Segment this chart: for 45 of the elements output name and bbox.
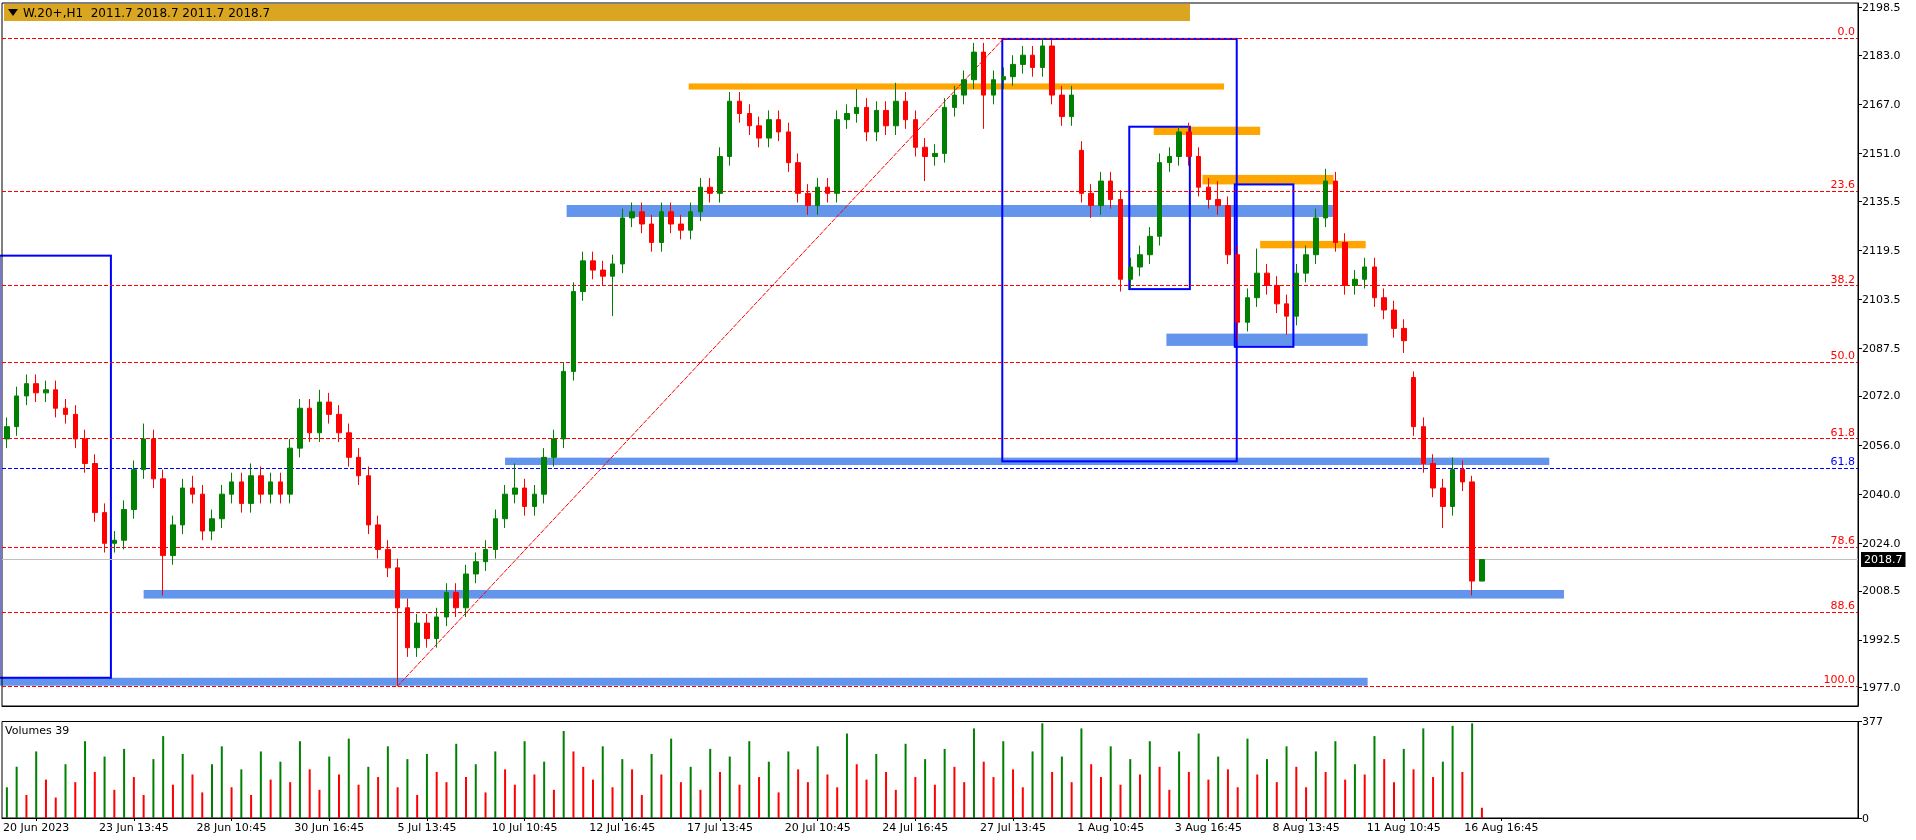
x-tick-label: 11 Aug 10:45 <box>1366 821 1441 834</box>
annotation: 100.0 <box>1823 673 1855 687</box>
x-tick-label: 17 Jul 13:45 <box>686 821 753 834</box>
annotation: 88.6 <box>1830 599 1855 613</box>
y-tick-label: 2103.5 <box>1862 292 1901 306</box>
y-tick-label: 2198.5 <box>1862 1 1901 15</box>
annotation: 78.6 <box>1830 534 1855 548</box>
x-tick-label: 30 Jun 16:45 <box>294 821 365 834</box>
y-tick-label: 2008.5 <box>1862 584 1901 598</box>
x-tick-label: 24 Jul 16:45 <box>882 821 949 834</box>
x-tick-label: 23 Jun 13:45 <box>98 821 169 834</box>
y-tick-label: 2024.0 <box>1862 536 1901 550</box>
annotation: 61.8 <box>1830 455 1855 469</box>
y-tick-label: 2040.0 <box>1862 487 1901 501</box>
x-tick-label: 8 Aug 13:45 <box>1272 821 1340 834</box>
x-tick-label: 3 Aug 16:45 <box>1174 821 1242 834</box>
annotation: 23.6 <box>1830 178 1855 192</box>
x-tick-label: 27 Jul 13:45 <box>980 821 1047 834</box>
x-tick-label: 20 Jul 10:45 <box>784 821 851 834</box>
y-tick-label: 2183.0 <box>1862 48 1901 62</box>
x-tick-label: 5 Jul 13:45 <box>397 821 457 834</box>
y-tick-label: 2151.0 <box>1862 146 1901 160</box>
y-tick-label: 1977.0 <box>1862 681 1901 695</box>
chart-title: Volumes 39 <box>5 723 70 737</box>
chart-title: W.20+,H1 2011.7 2018.7 2011.7 2018.7 <box>23 5 271 20</box>
x-tick-label: 16 Aug 16:45 <box>1464 821 1539 834</box>
y-tick-label: 2119.5 <box>1862 243 1901 257</box>
x-tick-label: 1 Aug 10:45 <box>1077 821 1145 834</box>
annotation: 50.0 <box>1830 349 1855 363</box>
annotation: 0.0 <box>1837 25 1855 39</box>
ref-line-label: 2018.7 <box>1864 553 1903 567</box>
annotation: 61.8 <box>1830 425 1855 439</box>
annotation: 38.2 <box>1830 272 1855 286</box>
y-tick-label: 1992.5 <box>1862 633 1901 647</box>
x-tick-label: 20 Jun 2023 <box>3 821 70 834</box>
x-tick-label: 12 Jul 16:45 <box>589 821 656 834</box>
y-tick-label: 2087.5 <box>1862 341 1901 355</box>
y-tick-label: 2072.0 <box>1862 389 1901 403</box>
y-tick-label: 0 <box>1862 811 1869 825</box>
x-tick-label: 28 Jun 10:45 <box>196 821 267 834</box>
y-tick-label: 2056.0 <box>1862 438 1901 452</box>
y-tick-label: 377 <box>1862 715 1883 728</box>
x-tick-label: 10 Jul 10:45 <box>491 821 558 834</box>
y-tick-label: 2167.0 <box>1862 97 1901 111</box>
y-tick-label: 2135.5 <box>1862 194 1901 208</box>
